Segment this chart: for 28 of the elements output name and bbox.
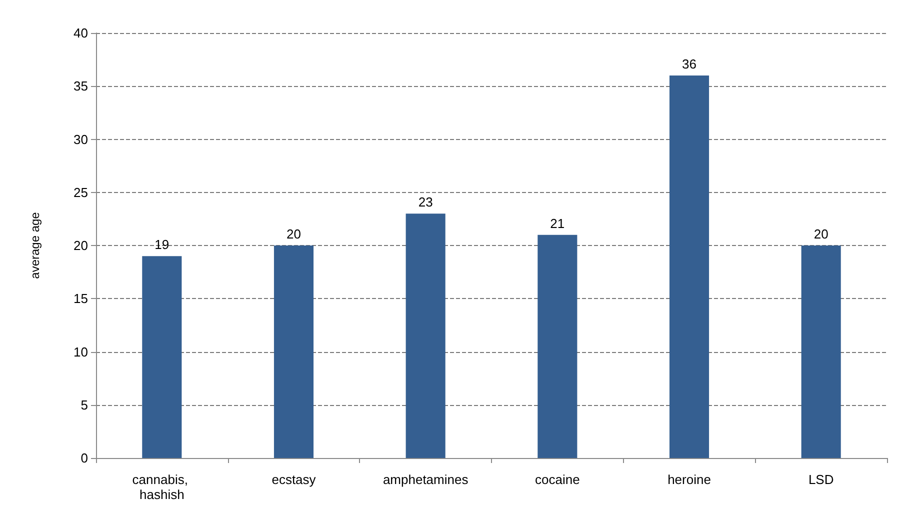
bar <box>801 246 841 458</box>
bar <box>669 76 710 458</box>
bar <box>406 214 446 458</box>
y-tick-label: 5 <box>80 397 88 412</box>
bar <box>538 234 578 458</box>
y-tick-label: 10 <box>74 344 88 360</box>
y-tick-label: 30 <box>74 132 88 147</box>
bar <box>142 256 182 458</box>
data-label: 19 <box>154 237 170 252</box>
x-tick-label: cannabis, hashish <box>132 472 192 502</box>
y-tick-label: 0 <box>80 450 88 466</box>
y-tick-label: 25 <box>74 184 88 200</box>
y-tick-label: 15 <box>74 291 88 306</box>
x-tick-label: LSD <box>808 472 834 487</box>
x-tick-label: cocaine <box>535 472 580 487</box>
data-label: 20 <box>814 226 828 242</box>
y-axis-title: average age <box>28 212 42 279</box>
x-tick-label: heroine <box>668 472 711 487</box>
y-tick-label: 35 <box>74 78 88 94</box>
x-tick-label: amphetamines <box>382 472 469 487</box>
data-label: 36 <box>682 56 696 72</box>
data-label: 20 <box>286 226 301 242</box>
x-tick-label: ecstasy <box>272 472 316 487</box>
y-tick-label: 20 <box>74 238 88 253</box>
bar <box>274 246 314 458</box>
data-label: 21 <box>550 216 565 231</box>
data-label: 23 <box>418 194 433 210</box>
y-tick-label: 40 <box>74 26 88 40</box>
